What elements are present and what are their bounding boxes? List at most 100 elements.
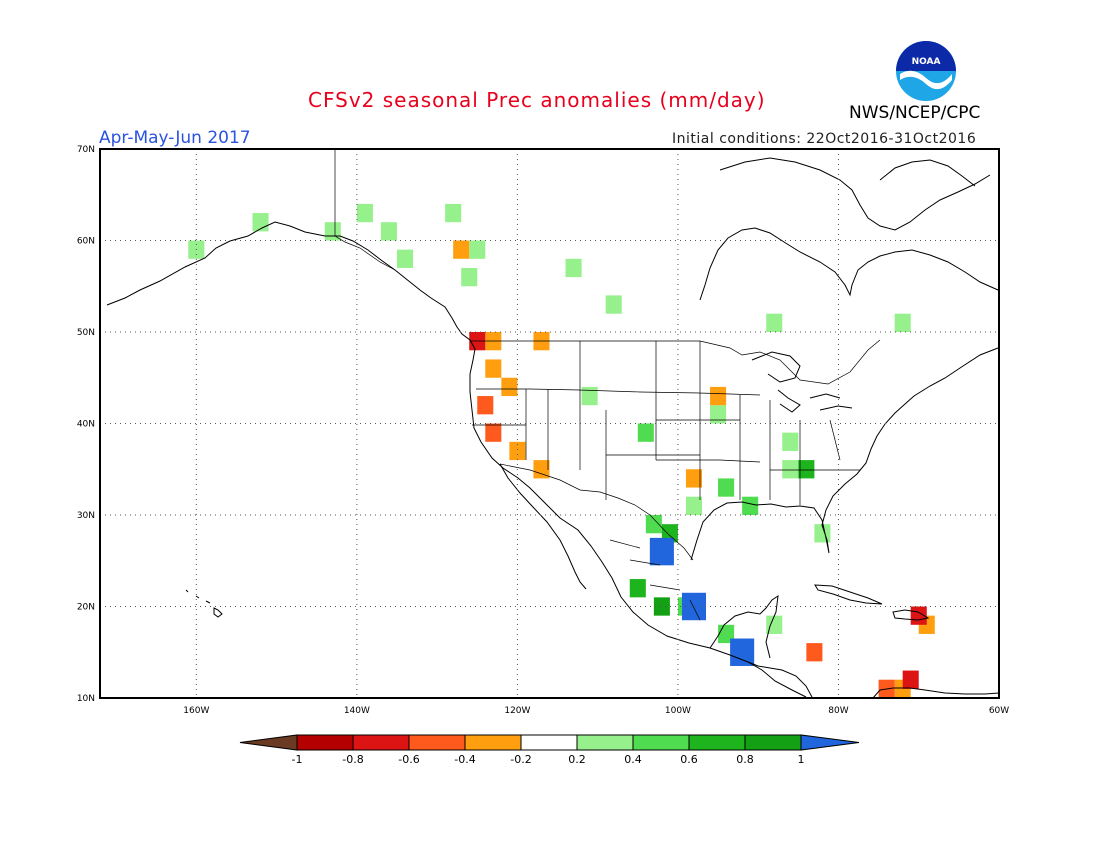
lat-tick-label: 40N (77, 420, 95, 430)
colorbar-swatch (632, 734, 690, 751)
agency-label: NWS/NCEP/CPC (849, 103, 981, 123)
anomaly-cell (453, 240, 470, 259)
anomaly-cell (782, 460, 799, 479)
noaa-logo: NOAA (896, 41, 956, 101)
anomaly-cell (806, 643, 823, 662)
lat-tick-label: 20N (77, 603, 95, 613)
south-america-coastline (872, 687, 999, 698)
lat-tick-label: 30N (77, 511, 95, 521)
anomaly-cell (477, 396, 494, 415)
anomaly-cell (894, 313, 911, 332)
anomaly-cell (509, 441, 526, 461)
anomaly-cell (581, 386, 598, 406)
colorbar-label: 0.2 (568, 753, 586, 766)
colorbar-arrow-low (239, 734, 298, 751)
lon-tick-label: 120W (504, 706, 530, 716)
colorbar-swatch (464, 734, 522, 751)
colorbar: -1 -0.8 -0.6 -0.4 -0.2 0.2 0.4 0.6 0.8 1 (239, 734, 860, 766)
anomaly-cell (469, 240, 486, 259)
colorbar-label: -0.6 (398, 753, 419, 766)
anomaly-cell (565, 258, 582, 278)
anomaly-cell (685, 469, 703, 488)
lon-tick-label: 160W (183, 706, 209, 716)
anomaly-cell (356, 203, 373, 223)
lat-tick-label: 50N (77, 328, 95, 338)
colorbar-label: 1 (798, 753, 805, 766)
lon-tick-label: 80W (828, 706, 848, 716)
anomaly-cell (637, 423, 654, 442)
colorbar-label: 0.4 (624, 753, 642, 766)
anomaly-cell (485, 359, 502, 378)
anomaly-cell (445, 203, 462, 223)
anomaly-cell (653, 597, 670, 616)
lon-tick-label: 100W (665, 706, 691, 716)
colorbar-label: -1 (292, 753, 303, 766)
anomaly-layer (188, 203, 935, 698)
political-borders (334, 149, 881, 621)
lat-tick-label: 70N (77, 145, 95, 155)
anomaly-cell (902, 670, 919, 689)
colorbar-arrow-high (800, 734, 860, 751)
colorbar-label: -0.8 (342, 753, 363, 766)
anomaly-cell (485, 423, 502, 442)
anomaly-cell (782, 432, 799, 451)
hispaniola-coastline (892, 609, 930, 621)
anomaly-cell (742, 496, 759, 515)
initial-conditions: Initial conditions: 22Oct2016-31Oct2016 (672, 131, 977, 147)
baffin-coastline (879, 159, 976, 187)
anomaly-cell (645, 515, 662, 534)
lat-tick-label: 10N (77, 694, 95, 704)
chart-title: CFSv2 seasonal Prec anomalies (mm/day) (308, 88, 766, 112)
colorbar-swatch (296, 734, 354, 751)
plot-frame (99, 148, 1000, 699)
colorbar-swatch (744, 734, 802, 751)
anomaly-cell (710, 386, 727, 406)
alaska-canada-border (334, 149, 396, 271)
anomaly-cell (533, 460, 550, 479)
anomaly-cell (710, 405, 727, 424)
yucatan-coastline (709, 594, 779, 659)
anomaly-cell (649, 537, 674, 566)
north-america-coastline (106, 221, 807, 698)
anomaly-cell (461, 267, 478, 287)
us-state-lines (472, 341, 860, 505)
colorbar-swatch (352, 734, 410, 751)
anomaly-cell (380, 222, 397, 241)
anomaly-cell (605, 295, 622, 314)
forecast-period: Apr-May-Jun 2017 (99, 128, 251, 148)
hawaii-coastline (185, 589, 223, 618)
gulf-coastline (690, 347, 999, 561)
arctic-islands-coastline (719, 157, 991, 231)
anomaly-cell (766, 615, 783, 634)
baja-coastline (499, 463, 587, 590)
us-mexico-border (499, 463, 694, 561)
central-america-coastline (747, 661, 813, 698)
axis-labels: 70N 60N 50N 40N 30N 20N 10N 160W 140W 120W 100W 80W… (77, 145, 1009, 716)
colorbar-label: -0.2 (510, 753, 531, 766)
colorbar-swatch (520, 734, 578, 751)
lat-tick-label: 60N (77, 237, 95, 247)
colorbar-label: 0.8 (736, 753, 754, 766)
anomaly-cell (685, 496, 703, 515)
colorbar-swatch (408, 734, 466, 751)
anomaly-cell (501, 377, 518, 397)
colorbar-label: -0.4 (454, 753, 475, 766)
anomaly-cell (629, 579, 646, 598)
colorbar-swatch (688, 734, 746, 751)
mexico-state-lines (609, 539, 701, 621)
logo-text: NOAA (912, 57, 941, 67)
lon-tick-label: 140W (344, 706, 370, 716)
colorbar-label: 0.6 (680, 753, 698, 766)
us-canada-border (470, 339, 881, 385)
coastline-layer (106, 157, 999, 698)
great-lakes-coastline (751, 351, 853, 413)
hudson-bay-coastline (699, 227, 999, 301)
anomaly-cell (396, 249, 414, 268)
anomaly-cell (730, 638, 755, 666)
anomaly-cell (798, 460, 815, 479)
graticule (100, 149, 999, 698)
cuba-coastline (814, 584, 883, 605)
colorbar-swatch (576, 734, 634, 751)
lon-tick-label: 60W (989, 706, 1009, 716)
